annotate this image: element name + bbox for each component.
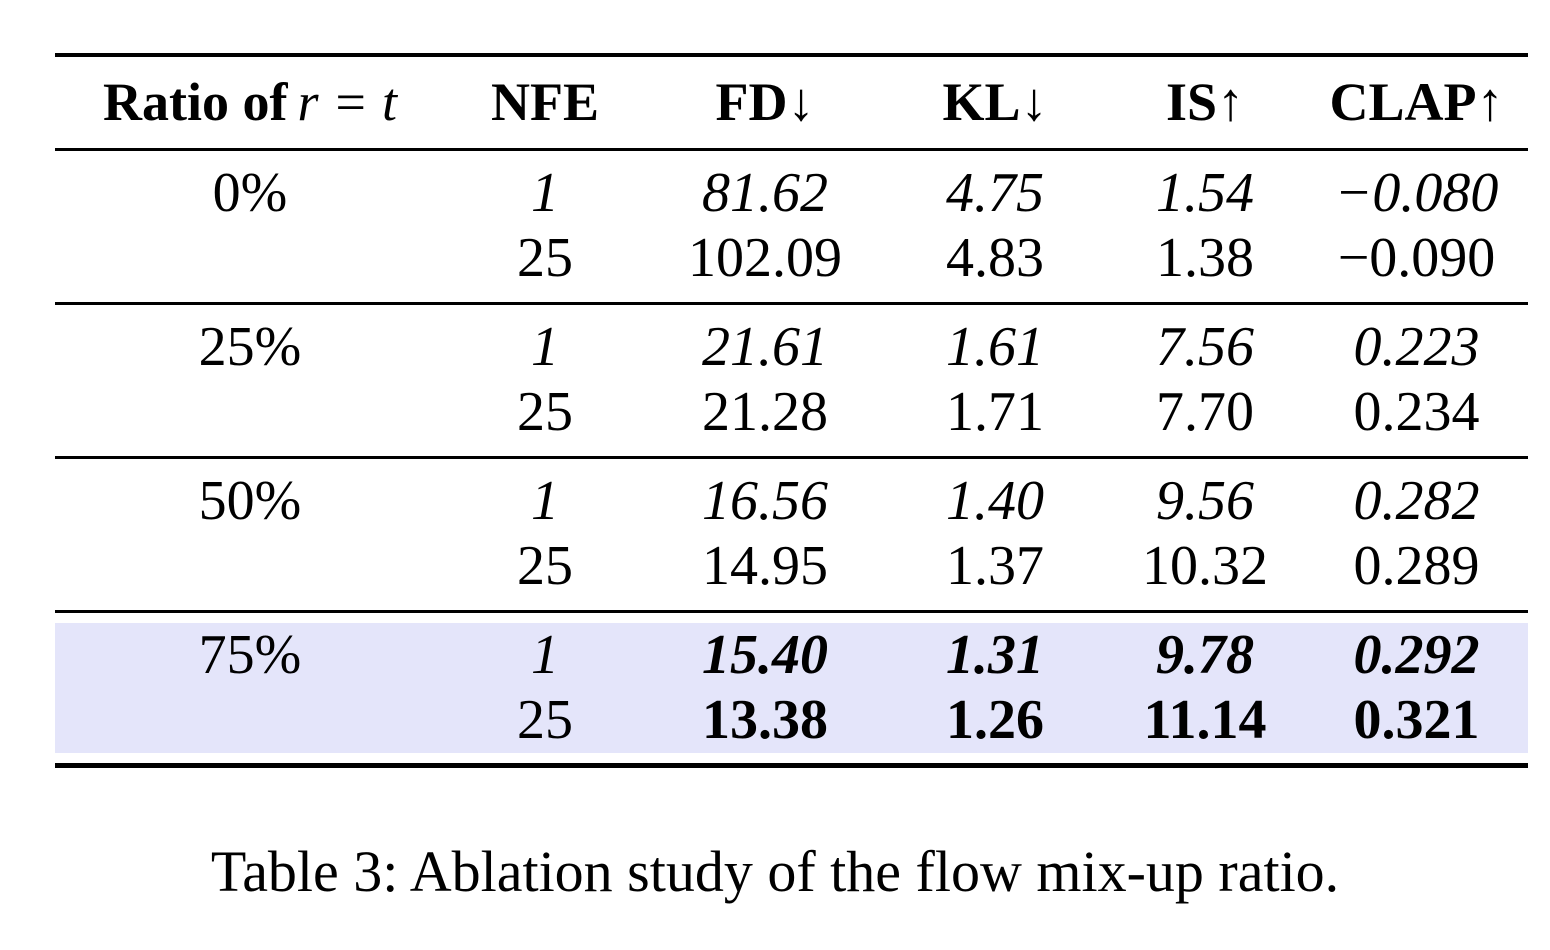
cell-clap: 0.292 xyxy=(1305,623,1528,688)
cell-clap: 0.223 xyxy=(1353,316,1480,378)
cell-clap: −0.080 xyxy=(1334,162,1499,224)
table-row: 25 102.09 4.83 1.38 −0.090 xyxy=(55,226,1528,291)
ratio-header-bold-text: Ratio of xyxy=(103,72,288,133)
group-spacer xyxy=(55,611,1528,623)
col-header-ratio: Ratio of r = t xyxy=(55,55,445,151)
table-row: 0% 1 81.62 4.75 1.54 −0.080 xyxy=(55,161,1528,226)
cell-ratio-empty xyxy=(55,226,445,291)
header-row: Ratio of r = t NFE FD↓ KL↓ IS↑ CLAP↑ xyxy=(55,55,1528,151)
cell-kl: 4.83 xyxy=(946,227,1044,289)
cell-ratio: 0% xyxy=(212,162,288,224)
group-spacer xyxy=(55,291,1528,303)
table-row: 50% 1 16.56 1.40 9.56 0.282 xyxy=(55,469,1528,534)
cell-is: 9.56 xyxy=(1156,470,1254,532)
cell-ratio: 50% xyxy=(198,470,302,532)
ablation-table-figure: Ratio of r = t NFE FD↓ KL↓ IS↑ CLAP↑ 0% 1… xyxy=(55,53,1528,768)
cell-is: 1.54 xyxy=(1156,162,1254,224)
group-ratio-0: 0% 1 81.62 4.75 1.54 −0.080 25 102.09 4.… xyxy=(55,149,1528,303)
cell-nfe: 1 xyxy=(531,470,559,532)
cell-is: 10.32 xyxy=(1142,535,1268,597)
cell-is: 9.78 xyxy=(1105,623,1305,688)
cell-fd: 15.40 xyxy=(645,623,885,688)
cell-is: 7.56 xyxy=(1156,316,1254,378)
cell-nfe: 1 xyxy=(531,162,559,224)
cell-fd: 16.56 xyxy=(702,470,828,532)
table-row: 25 13.38 1.26 11.14 0.321 xyxy=(55,688,1528,753)
cell-fd: 81.62 xyxy=(702,162,828,224)
cell-kl: 1.37 xyxy=(946,535,1044,597)
cell-kl: 1.61 xyxy=(946,316,1044,378)
group-spacer xyxy=(55,149,1528,161)
table-row: 75% 1 15.40 1.31 9.78 0.292 xyxy=(55,623,1528,688)
group-spacer xyxy=(55,599,1528,611)
table-header: Ratio of r = t NFE FD↓ KL↓ IS↑ CLAP↑ xyxy=(55,55,1528,151)
col-header-fd: FD↓ xyxy=(645,55,885,151)
group-spacer xyxy=(55,445,1528,457)
cell-is: 1.38 xyxy=(1156,227,1254,289)
group-spacer xyxy=(55,457,1528,469)
group-ratio-50: 50% 1 16.56 1.40 9.56 0.282 25 14.95 1.3… xyxy=(55,457,1528,611)
table-row: 25 21.28 1.71 7.70 0.234 xyxy=(55,380,1528,445)
group-spacer xyxy=(55,753,1528,765)
cell-kl: 4.75 xyxy=(946,162,1044,224)
col-header-clap: CLAP↑ xyxy=(1305,55,1528,151)
cell-is: 7.70 xyxy=(1156,381,1254,443)
cell-nfe: 1 xyxy=(531,316,559,378)
cell-nfe: 1 xyxy=(445,623,645,688)
cell-clap: 0.289 xyxy=(1353,535,1480,597)
group-spacer xyxy=(55,303,1528,315)
col-header-is: IS↑ xyxy=(1105,55,1305,151)
cell-clap: 0.234 xyxy=(1353,381,1480,443)
cell-fd: 13.38 xyxy=(645,688,885,753)
cell-fd: 21.28 xyxy=(702,381,828,443)
table-row: 25% 1 21.61 1.61 7.56 0.223 xyxy=(55,315,1528,380)
table-row: 25 14.95 1.37 10.32 0.289 xyxy=(55,534,1528,599)
cell-fd: 21.61 xyxy=(702,316,828,378)
cell-kl: 1.26 xyxy=(885,688,1105,753)
ablation-table: Ratio of r = t NFE FD↓ KL↓ IS↑ CLAP↑ 0% 1… xyxy=(55,53,1528,768)
cell-kl: 1.31 xyxy=(885,623,1105,688)
col-header-kl: KL↓ xyxy=(885,55,1105,151)
cell-clap: 0.321 xyxy=(1305,688,1528,753)
cell-nfe: 25 xyxy=(517,227,573,289)
cell-ratio: 75% xyxy=(55,623,445,688)
cell-kl: 1.71 xyxy=(946,381,1044,443)
ratio-header-math-text: r = t xyxy=(297,72,397,133)
cell-nfe: 25 xyxy=(517,535,573,597)
table-caption: Table 3: Ablation study of the flow mix-… xyxy=(210,839,1340,904)
cell-fd: 14.95 xyxy=(702,535,828,597)
cell-ratio-empty xyxy=(55,380,445,445)
group-ratio-75-highlighted: 75% 1 15.40 1.31 9.78 0.292 25 13.38 1.2… xyxy=(55,611,1528,765)
col-header-nfe: NFE xyxy=(445,55,645,151)
group-ratio-25: 25% 1 21.61 1.61 7.56 0.223 25 21.28 1.7… xyxy=(55,303,1528,457)
cell-fd: 102.09 xyxy=(688,227,842,289)
cell-ratio-empty xyxy=(55,688,445,753)
cell-clap: 0.282 xyxy=(1353,470,1480,532)
cell-nfe: 25 xyxy=(445,688,645,753)
cell-is: 11.14 xyxy=(1105,688,1305,753)
cell-ratio: 25% xyxy=(198,316,302,378)
cell-nfe: 25 xyxy=(517,381,573,443)
cell-clap: −0.090 xyxy=(1337,227,1496,289)
cell-ratio-empty xyxy=(55,534,445,599)
cell-kl: 1.40 xyxy=(946,470,1044,532)
